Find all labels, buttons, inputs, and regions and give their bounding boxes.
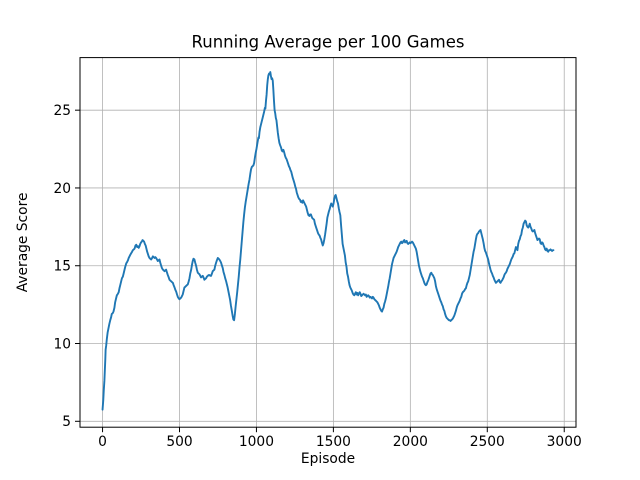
y-tick-label: 25 xyxy=(53,103,71,119)
x-tick-label: 1500 xyxy=(316,434,351,450)
chart-title: Running Average per 100 Games xyxy=(192,33,465,52)
x-tick-label: 500 xyxy=(166,434,192,450)
axis-ticks xyxy=(75,109,565,433)
axis-tick-labels: 0 500 1000 1500 2000 2500 3000 5 10 15 20 25 xyxy=(53,103,581,450)
x-tick-label: 0 xyxy=(98,434,107,450)
x-axis-label: Episode xyxy=(301,451,355,467)
y-tick-label: 15 xyxy=(53,259,71,275)
axes-spines xyxy=(79,57,577,428)
y-tick-label: 10 xyxy=(53,336,71,352)
x-tick-label: 2000 xyxy=(393,434,428,450)
series-layer xyxy=(101,71,555,411)
y-tick-label: 5 xyxy=(62,414,71,430)
x-tick-label: 1000 xyxy=(239,434,274,450)
x-tick-label: 3000 xyxy=(547,434,582,450)
y-axis-label: Average Score xyxy=(15,193,31,293)
y-tick-label: 20 xyxy=(53,181,71,197)
series-line-running-average xyxy=(101,71,555,411)
x-tick-label: 2500 xyxy=(470,434,505,450)
plot-border xyxy=(79,57,577,428)
